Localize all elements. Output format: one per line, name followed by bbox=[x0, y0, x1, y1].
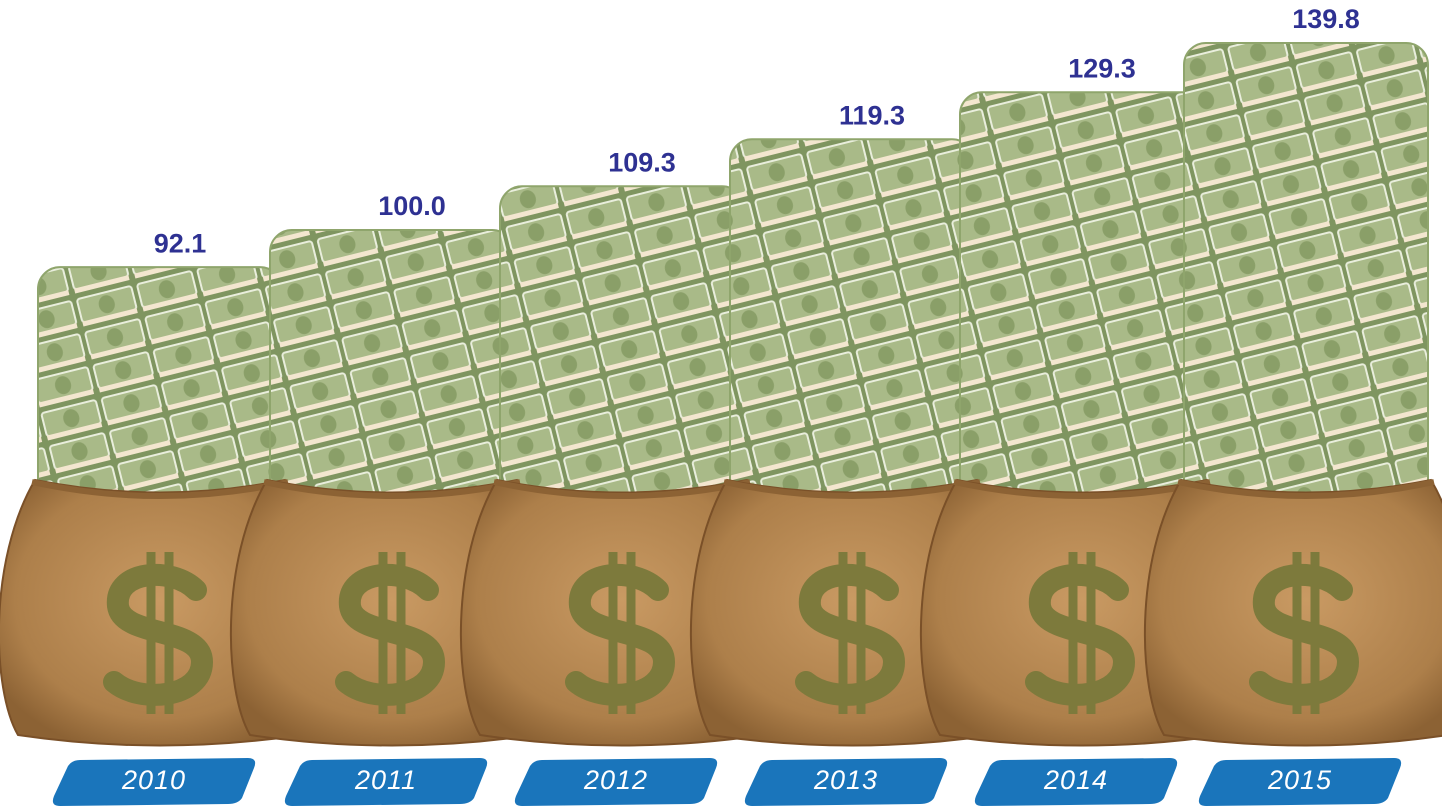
dollar-bars bbox=[378, 552, 406, 714]
x-tick-label: 2013 bbox=[813, 765, 878, 795]
value-label: 100.0 bbox=[378, 191, 446, 221]
dollar-bars bbox=[608, 552, 636, 714]
value-label: 119.3 bbox=[839, 100, 905, 130]
value-label: 129.3 bbox=[1068, 53, 1136, 83]
x-tick-label: 2015 bbox=[1267, 765, 1332, 795]
bag-rim bbox=[493, 479, 751, 499]
dollar-bars bbox=[838, 552, 866, 714]
value-label: 92.1 bbox=[154, 228, 207, 258]
year-tab bbox=[52, 758, 256, 806]
bag-rim bbox=[723, 479, 981, 499]
year-tab bbox=[284, 758, 488, 806]
x-tick-label: 2010 bbox=[121, 765, 186, 795]
bag-rim bbox=[263, 479, 521, 499]
dollar-bars bbox=[1292, 552, 1320, 714]
bag-rim bbox=[31, 479, 289, 499]
value-label: 109.3 bbox=[608, 147, 676, 177]
x-tick-label: 2014 bbox=[1043, 765, 1108, 795]
year-tab bbox=[514, 758, 718, 806]
dollar-bars bbox=[1068, 552, 1096, 714]
dollar-bars bbox=[146, 552, 174, 714]
year-tab bbox=[1198, 758, 1402, 806]
bag-rim bbox=[1177, 479, 1435, 499]
year-tab bbox=[744, 758, 948, 806]
year-tab bbox=[974, 758, 1178, 806]
x-tick-label: 2011 bbox=[354, 765, 417, 795]
bags bbox=[0, 478, 1442, 747]
value-label: 139.8 bbox=[1292, 4, 1360, 34]
labels: 92.1 2010 100.0 2011 109.3 2012 119.3 2013 129.3… bbox=[52, 4, 1402, 806]
x-tick-label: 2012 bbox=[583, 765, 648, 795]
